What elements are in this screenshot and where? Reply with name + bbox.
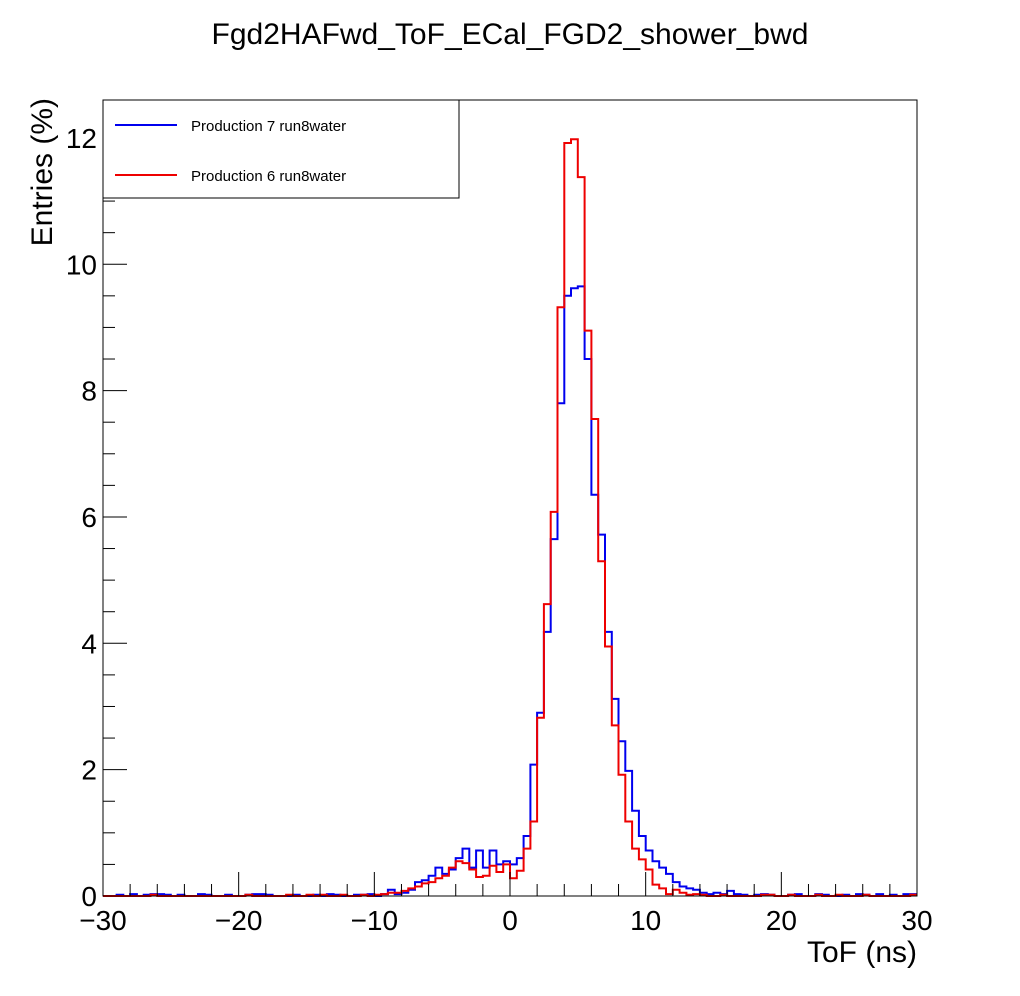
y-tick-label: 2 bbox=[81, 755, 97, 786]
x-tick-label: −30 bbox=[79, 905, 127, 936]
y-axis-label: Entries (%) bbox=[26, 98, 59, 246]
y-tick-label: 6 bbox=[81, 502, 97, 533]
axes: −30 −20 −10 0 10 20 30 0 2 4 6 8 10 12 bbox=[66, 99, 933, 936]
chart-title: Fgd2HAFwd_ToF_ECal_FGD2_shower_bwd bbox=[212, 18, 809, 51]
legend-label-2: Production 6 run8water bbox=[191, 168, 346, 185]
x-tick-label: −20 bbox=[215, 905, 263, 936]
y-tick-label: 10 bbox=[66, 249, 97, 280]
x-axis-label: ToF (ns) bbox=[807, 936, 917, 969]
x-tick-label: 10 bbox=[630, 905, 661, 936]
x-tick-label: 30 bbox=[901, 905, 932, 936]
x-tick-label: 20 bbox=[766, 905, 797, 936]
x-tick-label: 0 bbox=[502, 905, 518, 936]
legend: Production 7 run8water Production 6 run8w… bbox=[102, 99, 460, 199]
legend-label-1: Production 7 run8water bbox=[191, 118, 346, 135]
histogram-series-line-2 bbox=[103, 138, 917, 897]
y-tick-label: 0 bbox=[81, 881, 97, 912]
y-tick-label: 8 bbox=[81, 376, 97, 407]
legend-box bbox=[102, 99, 460, 199]
y-tick-label: 4 bbox=[81, 628, 97, 659]
x-tick-label: −10 bbox=[351, 905, 399, 936]
y-tick-label: 12 bbox=[66, 123, 97, 154]
